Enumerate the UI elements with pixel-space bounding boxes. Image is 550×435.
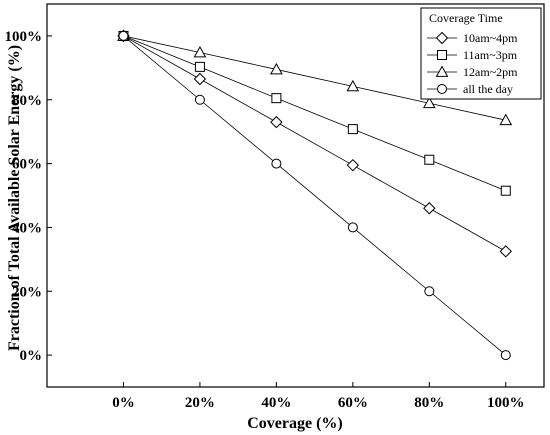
legend-marker xyxy=(437,84,447,94)
data-point xyxy=(193,45,207,58)
y-tick-label: 0% xyxy=(20,348,43,364)
data-point xyxy=(270,62,283,75)
x-tick-label: 40% xyxy=(261,395,291,411)
data-point xyxy=(118,30,129,41)
series-layer xyxy=(117,29,513,361)
data-point xyxy=(271,93,282,104)
x-tick-label: 80% xyxy=(414,395,444,411)
y-tick-label: 40% xyxy=(12,220,42,236)
legend-marker xyxy=(437,50,447,60)
data-point xyxy=(270,115,283,129)
data-point xyxy=(424,154,435,165)
y-axis-label: Fraction of Total Available Solar Energy… xyxy=(6,45,23,351)
series-line xyxy=(123,35,506,252)
data-point xyxy=(423,202,436,215)
plot-frame xyxy=(46,3,545,388)
data-point xyxy=(499,245,512,258)
legend-entry: 12am~2pm xyxy=(427,65,518,79)
data-point xyxy=(346,79,360,92)
legend-label: 10am~4pm xyxy=(463,31,518,45)
legend-entry: 11am~3pm xyxy=(427,48,518,62)
x-axis-label: Coverage (%) xyxy=(247,415,343,432)
x-tick-label: 20% xyxy=(185,395,215,411)
series-diamond xyxy=(117,29,512,258)
x-tick-label: 100% xyxy=(487,395,525,411)
series-circle xyxy=(118,30,511,361)
legend: Coverage Time 10am~4pm 11am~3pm 12am~2pm al… xyxy=(420,7,542,100)
data-point xyxy=(347,222,358,233)
data-point xyxy=(193,72,207,86)
x-tick-label: 60% xyxy=(338,395,368,411)
data-point xyxy=(347,124,358,135)
data-point xyxy=(271,158,282,169)
y-tick-label: 20% xyxy=(12,284,42,300)
y-tick-label: 80% xyxy=(12,93,42,109)
data-point xyxy=(194,61,205,72)
x-tick-label: 0% xyxy=(112,395,135,411)
data-point xyxy=(500,185,511,196)
y-tick-label: 100% xyxy=(5,29,43,45)
legend-label: all the day xyxy=(463,82,513,96)
legend-title: Coverage Time xyxy=(429,11,503,25)
series-line xyxy=(123,35,506,121)
data-point xyxy=(194,94,205,105)
legend-entry: all the day xyxy=(427,82,513,96)
legend-label: 11am~3pm xyxy=(463,48,518,62)
legend-label: 12am~2pm xyxy=(463,65,518,79)
data-point xyxy=(422,96,436,109)
legend-marker xyxy=(435,31,449,45)
legend-entry: 10am~4pm xyxy=(427,31,518,45)
data-point xyxy=(346,158,360,172)
axis-ticks: 0% 20% 40% 60% 80% 100% 0% 20% 40% 60% 80% 100% xyxy=(5,29,525,411)
data-point xyxy=(424,286,435,297)
legend-marker xyxy=(435,65,449,77)
y-tick-label: 60% xyxy=(12,157,42,173)
series-line xyxy=(123,35,507,356)
series-line xyxy=(123,35,506,192)
data-point xyxy=(500,350,511,361)
data-point xyxy=(499,113,513,126)
